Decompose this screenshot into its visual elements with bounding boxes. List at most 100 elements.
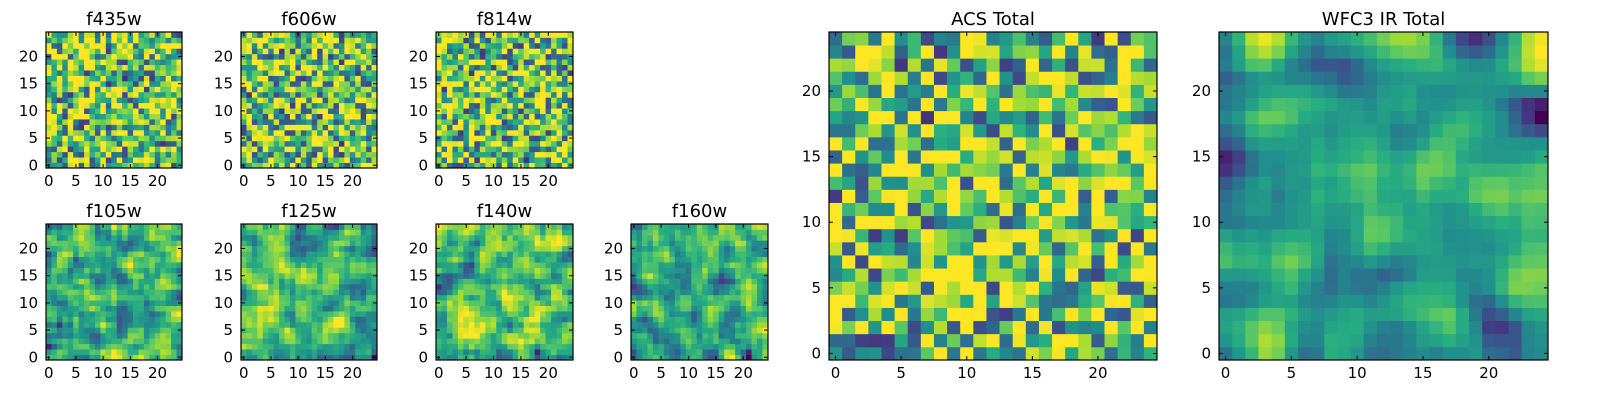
heatmap-cell <box>105 240 112 247</box>
heatmap-cell <box>702 316 709 323</box>
heatmap-cell <box>436 332 442 339</box>
heatmap-cell <box>143 245 150 252</box>
heatmap-cell <box>295 151 302 158</box>
heatmap-cell <box>349 321 356 328</box>
heatmap-cell <box>322 229 329 236</box>
heatmap-cell <box>490 124 497 131</box>
heatmap-cell <box>523 124 530 131</box>
heatmap-cell <box>474 294 481 301</box>
heatmap-cell <box>78 108 85 114</box>
heatmap-cell <box>636 332 643 339</box>
heatmap-cell <box>262 251 269 258</box>
heatmap-cell <box>300 229 307 236</box>
heatmap-cell <box>556 262 563 268</box>
heatmap-cell <box>251 289 258 296</box>
heatmap-cell <box>545 80 552 87</box>
heatmap-cell <box>518 332 525 339</box>
heatmap-cell <box>652 294 659 301</box>
heatmap-cell <box>933 294 948 308</box>
heatmap-cell <box>133 86 139 93</box>
heatmap-cell <box>907 294 922 308</box>
heatmap-cell <box>355 305 362 312</box>
heatmap-cell <box>663 272 670 279</box>
heatmap-cell <box>636 289 643 296</box>
heatmap-cell <box>663 229 670 236</box>
heatmap-cell <box>507 53 514 60</box>
heatmap-cell <box>523 151 530 158</box>
heatmap-cell <box>273 124 280 131</box>
heatmap-cell <box>116 32 123 38</box>
heatmap-cell <box>757 229 763 236</box>
heatmap-cell <box>344 146 351 153</box>
heatmap-cell <box>501 283 508 290</box>
heatmap-cell <box>56 267 63 274</box>
heatmap-cell <box>73 289 80 296</box>
heatmap-cell <box>241 251 247 258</box>
heatmap-cell <box>94 157 101 163</box>
heatmap-cell <box>534 37 541 44</box>
heatmap-cell <box>680 316 687 323</box>
heatmap-cell <box>556 146 563 153</box>
heatmap-cell <box>894 150 909 164</box>
heatmap-cell <box>111 42 118 49</box>
heatmap-cell <box>165 97 172 104</box>
heatmap-cell <box>317 146 323 153</box>
heatmap-cell <box>501 146 508 153</box>
heatmap-cell <box>284 256 291 263</box>
heatmap-cell <box>562 321 568 328</box>
heatmap-cell <box>446 113 453 120</box>
heatmap-cell <box>138 59 145 66</box>
heatmap-cell <box>1117 202 1132 217</box>
heatmap-cell <box>246 91 253 98</box>
heatmap-cell <box>246 354 253 361</box>
heatmap-cell <box>51 59 58 66</box>
heatmap-cell <box>680 332 687 339</box>
heatmap-cell <box>355 245 362 252</box>
heatmap-cell <box>436 48 442 55</box>
heatmap-cell <box>279 289 285 296</box>
heatmap-cell <box>371 42 378 49</box>
heatmap-cell <box>133 289 139 296</box>
heatmap-cell <box>457 229 464 236</box>
heatmap-cell <box>51 91 58 98</box>
heatmap-cell <box>1143 202 1158 217</box>
heatmap-cell <box>518 262 525 268</box>
heatmap-cell <box>149 294 156 301</box>
heatmap-cell <box>311 321 318 328</box>
heatmap-cell <box>360 42 367 49</box>
heatmap-cell <box>724 245 731 252</box>
heatmap-cell <box>496 229 503 236</box>
heatmap-cell <box>84 354 90 361</box>
heatmap-cell <box>176 332 183 339</box>
heatmap-cell <box>490 86 497 93</box>
heatmap-cell <box>94 234 101 241</box>
heatmap-cell <box>300 224 307 230</box>
x-tick-label: 20 <box>343 364 362 382</box>
heatmap-cell <box>133 64 139 71</box>
heatmap-cell <box>84 102 90 109</box>
heatmap-cell <box>355 289 362 296</box>
heatmap-cell <box>496 262 503 268</box>
heatmap-cell <box>257 48 264 55</box>
heatmap-cell <box>273 113 280 120</box>
heatmap-cell <box>154 316 161 323</box>
heatmap-cell <box>338 245 345 252</box>
heatmap-cell <box>457 102 464 109</box>
heatmap-cell <box>165 119 172 125</box>
heatmap-cell <box>73 151 80 158</box>
heatmap-cell <box>56 53 63 60</box>
heatmap-cell <box>279 151 285 158</box>
heatmap-cell <box>100 91 107 98</box>
heatmap-cell <box>556 240 563 247</box>
heatmap-cell <box>1065 255 1079 269</box>
heatmap-cell <box>149 245 156 252</box>
heatmap-cell <box>344 162 351 169</box>
heatmap-cell <box>452 262 459 268</box>
heatmap-cell <box>718 300 725 306</box>
heatmap-cell <box>251 343 258 350</box>
heatmap-cell <box>920 346 935 361</box>
heatmap-cell <box>105 129 112 136</box>
heatmap-cell <box>273 146 280 153</box>
heatmap-cell <box>306 32 313 38</box>
heatmap-cell <box>457 354 464 361</box>
